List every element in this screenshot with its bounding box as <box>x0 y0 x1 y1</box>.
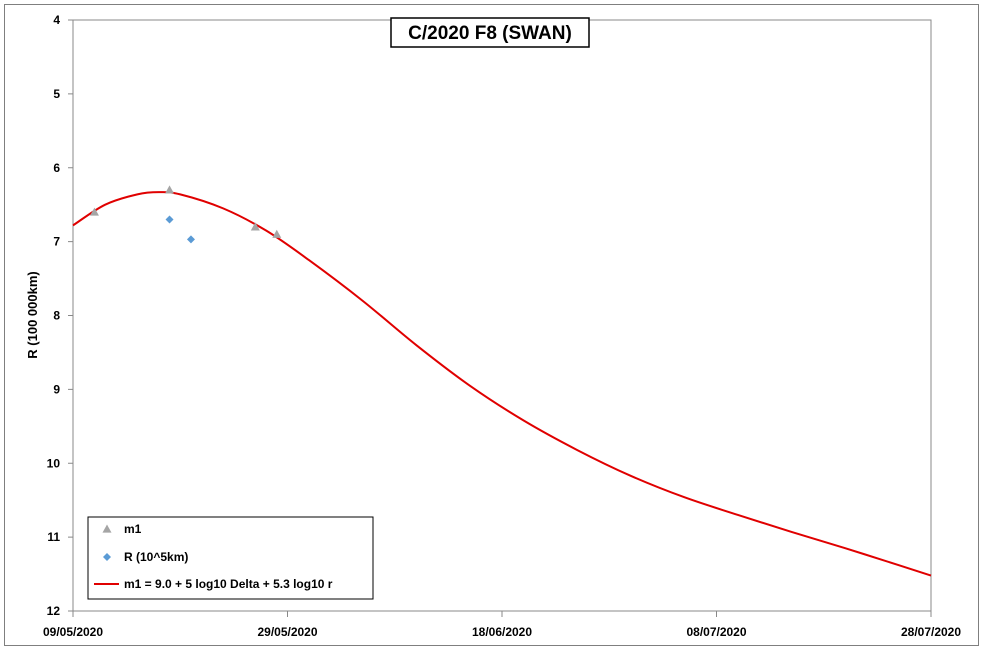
m1-point <box>165 185 175 194</box>
y-tick-label: 12 <box>47 604 61 618</box>
chart-title: C/2020 F8 (SWAN) <box>408 23 572 44</box>
m1-point <box>89 207 99 216</box>
y-tick-label: 9 <box>53 382 60 396</box>
legend-label: m1 <box>124 522 142 536</box>
chart-title-box: C/2020 F8 (SWAN) <box>390 17 590 48</box>
x-tick-label: 09/05/2020 <box>43 625 103 639</box>
legend-marker-r <box>103 553 111 561</box>
r-point <box>165 215 174 224</box>
m1-point <box>272 229 282 238</box>
r-point <box>186 235 195 244</box>
y-tick-label: 11 <box>47 530 60 544</box>
x-axis: 09/05/2020 29/05/2020 18/06/2020 08/07/2020… <box>43 611 961 639</box>
y-tick-label: 8 <box>53 309 60 323</box>
legend: m1 R (10^5km) m1 = 9.0 + 5 log10 Delta + 5… <box>87 516 374 600</box>
y-tick-label: 4 <box>53 13 60 27</box>
legend-marker-m1 <box>102 524 112 533</box>
chart-frame <box>4 4 979 646</box>
y-axis: 4 5 6 7 8 9 10 11 12 <box>47 13 73 618</box>
legend-box <box>87 516 374 600</box>
y-tick-label: 5 <box>53 87 60 101</box>
x-tick-label: 28/07/2020 <box>901 625 961 639</box>
y-axis-title: R (100 000km) <box>25 271 40 358</box>
y-tick-label: 7 <box>53 235 60 249</box>
x-tick-label: 08/07/2020 <box>686 625 746 639</box>
legend-label: m1 = 9.0 + 5 log10 Delta + 5.3 log10 r <box>124 577 333 591</box>
model-curve-line <box>72 191 932 577</box>
m1-point <box>250 222 260 231</box>
series-layer <box>72 185 932 577</box>
x-tick-label: 29/05/2020 <box>257 625 317 639</box>
x-tick-label: 18/06/2020 <box>472 625 532 639</box>
legend-label: R (10^5km) <box>124 550 188 564</box>
y-tick-label: 10 <box>47 456 61 470</box>
y-tick-label: 6 <box>53 161 60 175</box>
